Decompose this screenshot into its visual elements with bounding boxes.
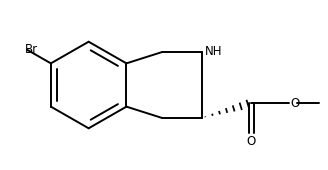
- Text: NH: NH: [205, 45, 222, 58]
- Text: Br: Br: [25, 43, 38, 56]
- Text: O: O: [290, 97, 299, 110]
- Text: O: O: [247, 135, 256, 148]
